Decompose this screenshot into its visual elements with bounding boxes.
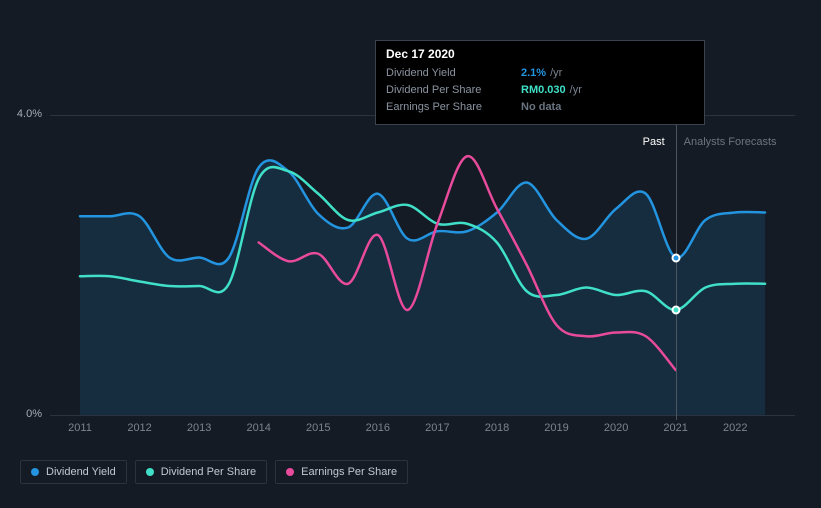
x-tick-label: 2019 <box>544 422 568 434</box>
tooltip-row: Dividend Yield2.1%/yr <box>386 65 694 82</box>
legend-item-yield[interactable]: Dividend Yield <box>20 460 127 484</box>
x-tick-label: 2012 <box>127 422 151 434</box>
x-tick-label: 2022 <box>723 422 747 434</box>
x-tick-label: 2018 <box>485 422 509 434</box>
series-end-dot-dps <box>671 306 680 315</box>
x-tick-label: 2016 <box>366 422 390 434</box>
series-end-dot-yield <box>671 253 680 262</box>
legend-label: Dividend Per Share <box>161 466 256 478</box>
x-axis: 2011 2012 2013 2014 2015 2016 2017 2018 2019 2020… <box>50 422 795 438</box>
y-tick-min: 0% <box>12 408 42 420</box>
plot-area[interactable] <box>50 115 795 415</box>
tooltip-date: Dec 17 2020 <box>386 47 694 61</box>
x-tick-label: 2015 <box>306 422 330 434</box>
legend-label: Dividend Yield <box>46 466 116 478</box>
legend-label: Earnings Per Share <box>301 466 397 478</box>
y-tick-max: 4.0% <box>12 108 42 120</box>
legend-dot-icon <box>146 468 154 476</box>
x-tick-label: 2014 <box>246 422 270 434</box>
legend-item-eps[interactable]: Earnings Per Share <box>275 460 408 484</box>
x-tick-label: 2020 <box>604 422 628 434</box>
tooltip-row: Earnings Per ShareNo data <box>386 99 694 116</box>
x-tick-label: 2017 <box>425 422 449 434</box>
dividend-chart: 4.0% 0% Past Analysts Forecasts 20112012… <box>20 20 805 460</box>
chart-tooltip: Dec 17 2020 Dividend Yield2.1%/yrDividen… <box>375 40 705 125</box>
gridline-bottom <box>50 415 795 416</box>
tooltip-row: Dividend Per ShareRM0.030/yr <box>386 82 694 99</box>
legend-item-dps[interactable]: Dividend Per Share <box>135 460 267 484</box>
x-tick-label: 2021 <box>663 422 687 434</box>
x-tick-label: 2013 <box>187 422 211 434</box>
tooltip-hover-line <box>676 115 677 420</box>
legend-dot-icon <box>286 468 294 476</box>
chart-legend: Dividend Yield Dividend Per Share Earnin… <box>20 460 408 484</box>
legend-dot-icon <box>31 468 39 476</box>
x-tick-label: 2011 <box>68 422 92 434</box>
